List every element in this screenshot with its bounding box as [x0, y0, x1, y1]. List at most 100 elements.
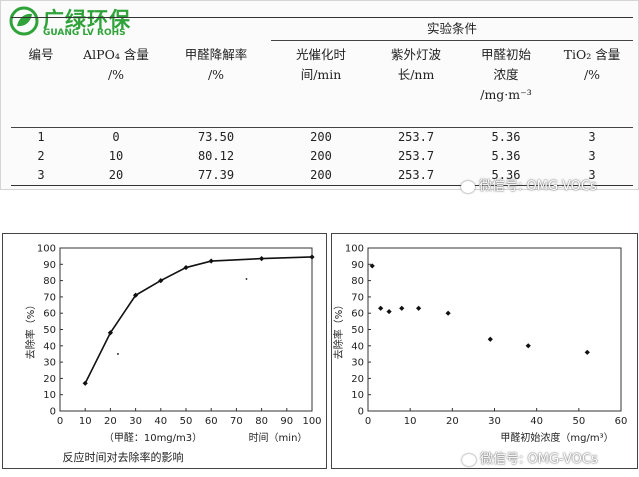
paper-table-panel: 广绿环保 GUANG LV ROHS 实验条件 编号 AlPO₄ 含量/% 甲醛… [0, 0, 639, 194]
removal-vs-time-chart: 0 10 20 30 40 50 60 70 80 90 100 0 10 20 30 40 50 60 70 80 9… [24, 244, 322, 465]
y-tick-label: 90 [43, 260, 56, 271]
x-tick-label: 0 [57, 416, 63, 427]
x-tick-label: 80 [255, 416, 268, 427]
series-line [84, 256, 313, 384]
x-tick-label: 100 [302, 416, 321, 427]
data-point [369, 263, 375, 269]
y-tick-label: 60 [43, 309, 56, 320]
x-tick-label: 60 [205, 416, 218, 427]
table-cell: 10 [108, 149, 124, 163]
x-tick-label: 20 [446, 416, 459, 427]
y-tick-label: 30 [351, 358, 364, 369]
x-tick-label: 10 [79, 416, 92, 427]
data-point [386, 308, 392, 315]
table-cell: 3 [551, 127, 633, 147]
table-cell: 3 [11, 166, 71, 186]
table-cell: 5.36 [461, 127, 551, 147]
table-cell: 5.36 [461, 166, 551, 186]
leaf-logo-icon [9, 6, 39, 36]
table-row: 3 20 77.39 200 253.7 5.36 3 [11, 166, 633, 186]
x-tick-label: 50 [572, 416, 585, 427]
y-tick-label: 50 [351, 325, 364, 336]
column-header: 紫外灯波 长/nm [390, 47, 441, 82]
y-tick-label: 0 [358, 407, 364, 418]
y-axis-label: 去除率（%） [332, 300, 345, 360]
x-tick-label: 40 [154, 416, 167, 427]
y-tick-label: 50 [43, 325, 56, 336]
column-header: AlPO₄ 含量/% [83, 46, 149, 82]
y-tick-label: 80 [43, 276, 56, 287]
y-tick-label: 40 [43, 341, 56, 352]
data-point [208, 258, 214, 264]
column-header: 甲醛初始 浓度/mg·m⁻³ [480, 47, 532, 102]
table-cell: 253.7 [371, 127, 461, 147]
table-cell: 200 [310, 149, 332, 163]
column-header: 编号 [28, 46, 54, 62]
table-cell: 77.39 [161, 166, 271, 186]
y-tick-label: 90 [351, 260, 364, 271]
y-tick-label: 70 [43, 292, 56, 303]
table-cell: 80.12 [197, 149, 235, 163]
x-tick-label: 30 [129, 416, 142, 427]
table-cell: 3 [551, 166, 633, 186]
chart-title: 反应时间对去除率的影响 [63, 450, 184, 464]
table-cell: 3 [588, 149, 596, 163]
data-point [584, 349, 590, 355]
y-axis-label: 去除率（%） [24, 300, 37, 360]
group-header: 实验条件 [271, 17, 633, 41]
chart-panel-time: 0 10 20 30 40 50 60 70 80 90 100 0 10 20 30 40 50 60 70 80 9… [2, 233, 327, 469]
data-point [378, 305, 384, 311]
table-cell: 253.7 [371, 166, 461, 186]
table-cell: 20 [71, 166, 161, 186]
data-point [183, 264, 189, 271]
y-tick-label: 70 [351, 292, 364, 303]
data-point [259, 255, 265, 262]
logo-english-text: GUANG LV ROHS [43, 28, 126, 38]
x-tick-label: 50 [180, 416, 193, 427]
data-point [82, 380, 88, 386]
y-tick-label: 20 [43, 374, 56, 385]
stray-mark [117, 353, 119, 355]
table-row: 1 0 73.50 200 253.7 5.36 3 [11, 127, 633, 147]
data-point [525, 343, 531, 349]
data-point [445, 310, 451, 316]
table-cell: 2 [37, 149, 45, 163]
table-cell: 1 [11, 127, 71, 147]
plot-frame [367, 247, 622, 412]
column-header: 甲醛降解率/% [184, 46, 248, 82]
y-tick-label: 0 [50, 407, 56, 418]
y-tick-label: 100 [37, 244, 56, 255]
x-tick-label: 60 [615, 416, 628, 427]
data-point [309, 254, 315, 260]
data-point [487, 336, 493, 342]
watermark: 微信号: OMG-VOCs [461, 175, 597, 194]
x-tick-label: 70 [230, 416, 243, 427]
plot-frame [59, 247, 313, 412]
wechat-icon [462, 453, 476, 466]
logo-chinese-text: 广绿环保 [43, 8, 131, 32]
y-tick-label: 10 [351, 390, 364, 401]
column-header: 光催化时 间/min [295, 47, 346, 82]
data-point [416, 305, 422, 311]
x-axis-label: 时间（min） [249, 431, 308, 444]
x-tick-label: 20 [104, 416, 117, 427]
x-tick-label: 0 [365, 416, 371, 427]
watermark: 微信号: OMG-VOCs [462, 448, 598, 467]
column-header: TiO₂ 含量/% [563, 47, 621, 82]
stray-mark [245, 278, 248, 280]
table-cell: 73.50 [161, 127, 271, 147]
chart-panel-concentration: 0 10 20 30 40 50 60 70 80 90 100 0 10 20 30 40 50 60 去除率（%… [331, 233, 638, 469]
wechat-icon [461, 180, 475, 193]
y-tick-label: 100 [345, 244, 364, 255]
data-point [399, 305, 405, 311]
table-cell: 5.36 [491, 149, 521, 163]
x-axis-label: 甲醛初始浓度（mg/m³） [500, 431, 613, 444]
table-cell: 0 [71, 127, 161, 147]
x-tick-label: 40 [530, 416, 543, 427]
x-tick-label: 10 [404, 416, 417, 427]
y-tick-label: 10 [43, 390, 56, 401]
x-tick-label: 90 [280, 416, 293, 427]
table-cell: 253.7 [397, 149, 435, 163]
y-tick-label: 60 [351, 309, 364, 320]
experiment-table: 实验条件 编号 AlPO₄ 含量/% 甲醛降解率/% 光催化时 间/min 紫外灯… [11, 17, 633, 186]
